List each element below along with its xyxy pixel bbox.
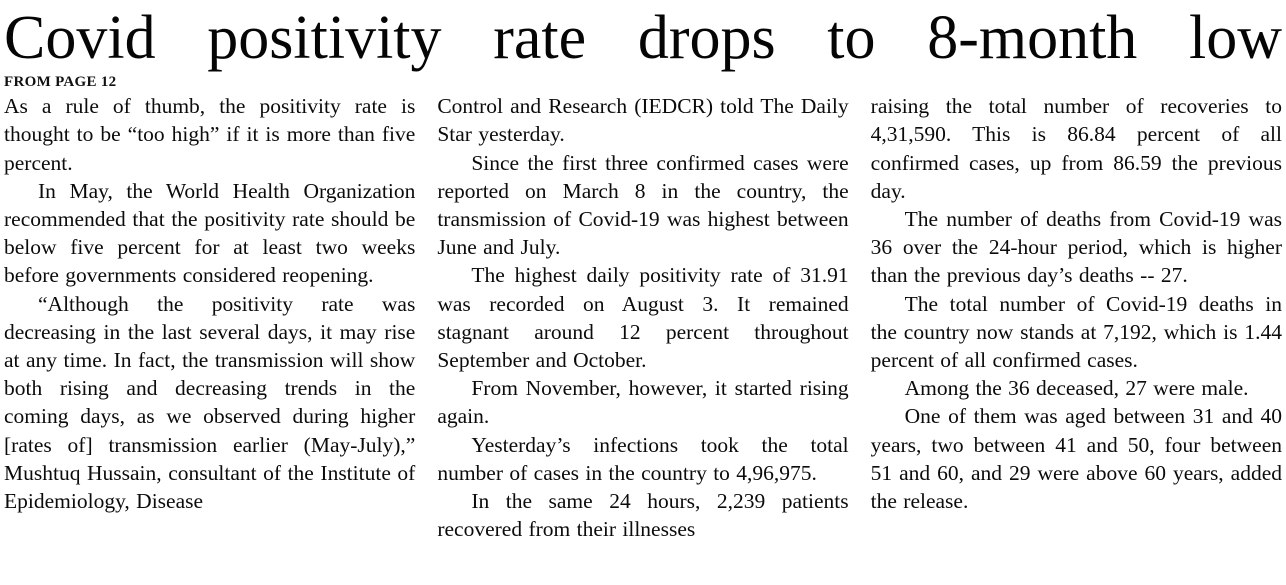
article-paragraph: The highest daily positivity rate of 31.… bbox=[437, 263, 849, 372]
article-paragraph: In May, the World Health Organization re… bbox=[4, 178, 416, 288]
article-headline: Covid positivity rate drops to 8-month l… bbox=[4, 4, 1282, 72]
article-paragraph: The total number of Covid-19 deaths in t… bbox=[870, 291, 1282, 372]
article-paragraph: Yesterday’s infections took the total nu… bbox=[437, 432, 849, 485]
article-paragraph: “Although the positivity rate was decrea… bbox=[4, 291, 416, 513]
article-paragraph: The number of deaths from Covid-19 was 3… bbox=[870, 206, 1282, 288]
article-paragraph: From November, however, it started risin… bbox=[437, 376, 849, 429]
article-column-3: raising the total number of recoveries t… bbox=[871, 92, 1282, 543]
article-paragraph: raising the total number of recoveries t… bbox=[870, 94, 1282, 203]
article-paragraph: One of them was aged between 31 and 40 y… bbox=[870, 404, 1282, 513]
article-paragraph: Control and Research (IEDCR) told The Da… bbox=[437, 94, 849, 147]
article-column-2: Control and Research (IEDCR) told The Da… bbox=[437, 92, 848, 543]
article-columns: As a rule of thumb, the positivity rate … bbox=[2, 92, 1284, 543]
continuation-kicker: FROM PAGE 12 bbox=[4, 74, 117, 91]
article-paragraph: Among the 36 deceased, 27 were male. bbox=[904, 376, 1249, 401]
article-column-1: As a rule of thumb, the positivity rate … bbox=[4, 92, 415, 543]
article-paragraph: As a rule of thumb, the positivity rate … bbox=[4, 94, 416, 175]
article-paragraph: In the same 24 hours, 2,239 patients rec… bbox=[437, 488, 849, 542]
article-paragraph: Since the first three confirmed cases we… bbox=[437, 150, 849, 260]
